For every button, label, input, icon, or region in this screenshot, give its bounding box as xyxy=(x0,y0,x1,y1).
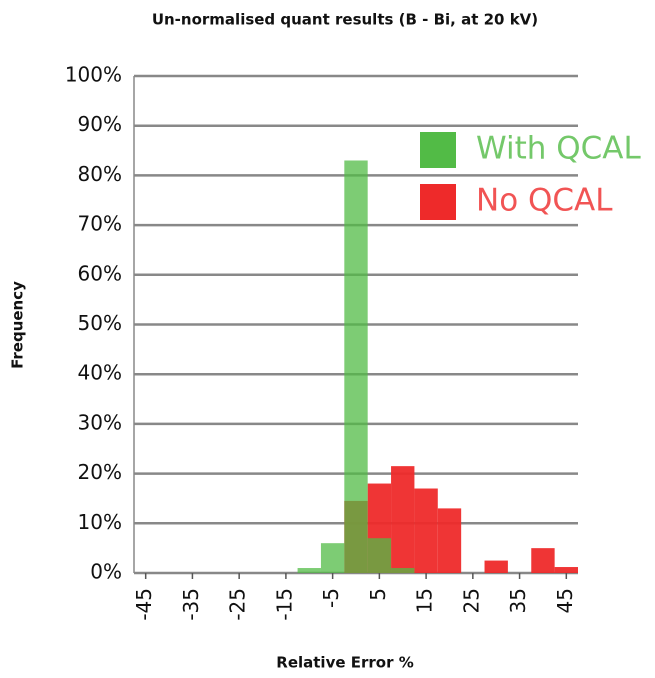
legend-label: With QCAL xyxy=(476,131,641,167)
x-tick-label: 5 xyxy=(366,588,390,601)
bar xyxy=(391,466,415,573)
y-tick-label: 20% xyxy=(78,460,122,484)
bar xyxy=(297,568,321,573)
x-tick-label: 45 xyxy=(553,588,577,613)
y-axis-title: Frequency xyxy=(9,281,27,369)
y-tick-label: 80% xyxy=(78,162,122,186)
x-tick-label: 25 xyxy=(459,588,483,613)
y-tick-label: 100% xyxy=(65,63,122,87)
bar xyxy=(344,160,368,574)
y-tick-label: 30% xyxy=(78,410,122,434)
y-tick-label: 50% xyxy=(78,311,122,335)
x-axis-title: Relative Error % xyxy=(276,654,413,672)
bar xyxy=(367,538,392,573)
bar xyxy=(414,488,438,573)
y-tick-label: 60% xyxy=(78,261,122,285)
x-tick-label: -25 xyxy=(226,588,250,621)
x-tick-label: -35 xyxy=(179,588,203,621)
legend-swatch xyxy=(420,184,456,220)
bar xyxy=(484,560,508,573)
y-tick-label: 10% xyxy=(78,510,122,534)
bar xyxy=(391,568,415,573)
x-tick-label: 35 xyxy=(506,588,530,613)
bar xyxy=(437,508,462,573)
x-tick-label: -5 xyxy=(319,588,343,608)
bar xyxy=(320,543,345,573)
y-tick-label: 90% xyxy=(78,112,122,136)
y-tick-label: 0% xyxy=(90,560,122,584)
bar xyxy=(531,548,555,573)
bar xyxy=(554,567,578,573)
x-tick-label: 15 xyxy=(413,588,437,613)
legend-swatch xyxy=(420,132,456,168)
x-tick-label: -45 xyxy=(132,588,156,621)
x-tick-label: -15 xyxy=(272,588,296,621)
legend-label: No QCAL xyxy=(476,183,613,219)
chart-title: Un-normalised quant results (B - Bi, at … xyxy=(152,11,538,29)
y-tick-label: 40% xyxy=(78,361,122,385)
y-tick-label: 70% xyxy=(78,212,122,236)
